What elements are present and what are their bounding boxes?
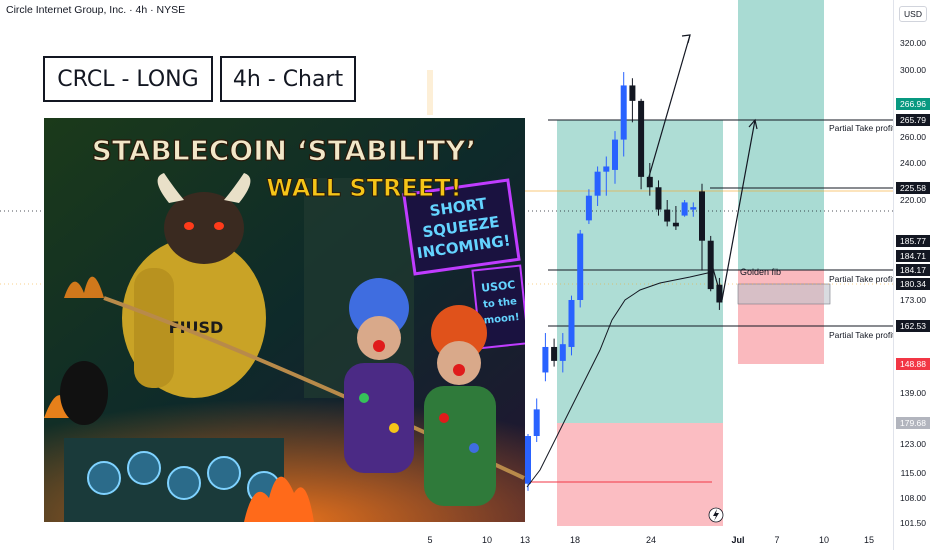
candle-body (707, 240, 714, 290)
price-tick: 320.00 (900, 38, 926, 48)
candle-body (664, 209, 671, 222)
price-badge: 266.96 (896, 98, 930, 110)
candle-body (716, 284, 723, 303)
price-tick: 300.00 (900, 65, 926, 75)
partial-tp-label-3: Partial Take profit (829, 330, 893, 340)
time-axis[interactable]: 5 10 13 18 24 Jul 7 10 15 (0, 530, 893, 550)
price-badge: 185.77 (896, 235, 930, 247)
time-tick: 10 (481, 535, 493, 545)
bull-character: FIUSD (122, 173, 266, 398)
moon-sign-line-3: moon! (483, 312, 520, 327)
price-tick: 173.00 (900, 295, 926, 305)
candle-body (568, 300, 575, 347)
price-badge: 184.17 (896, 264, 930, 276)
coin-stack (64, 438, 284, 522)
price-badge: 180.34 (896, 278, 930, 290)
candle-body (655, 187, 662, 210)
loss-zone-1 (557, 423, 723, 526)
price-badge: 162.53 (896, 320, 930, 332)
price-tick: 220.00 (900, 195, 926, 205)
arrowhead-1 (681, 34, 691, 44)
clown-2 (424, 305, 496, 506)
candle-body (629, 85, 636, 101)
price-tick: 260.00 (900, 132, 926, 142)
arrowhead-2 (748, 118, 758, 130)
lightning-bolt (713, 509, 719, 521)
time-tick: 10 (818, 535, 830, 545)
time-tick: 13 (519, 535, 531, 545)
clown-1 (344, 278, 414, 473)
bear-silhouette (60, 361, 108, 425)
bull-shirt-text: FIUSD (169, 318, 224, 337)
candle-body (681, 202, 688, 216)
price-badge: 184.71 (896, 250, 930, 262)
artwork-illustration: SHORT SQUEEZE INCOMING! USOC to the moon… (44, 118, 525, 522)
squeeze-sign: SHORT SQUEEZE INCOMING! (402, 178, 521, 276)
price-tick: 108.00 (900, 493, 926, 503)
price-badge: 265.79 (896, 114, 930, 126)
price-tick: 115.00 (900, 468, 926, 478)
price-tick: 240.00 (900, 158, 926, 168)
projection-arrow-2 (711, 119, 756, 301)
time-tick: 24 (645, 535, 657, 545)
candle-body (620, 85, 627, 140)
artwork-title-line-1: STABLECOIN ‘STABILITY’ (92, 134, 476, 167)
timeframe-label: 4h - Chart (220, 56, 356, 102)
price-axis[interactable]: USD 320.00 300.00 260.00 240.00 220.00 173.00… (893, 0, 932, 550)
faded-range (427, 70, 433, 115)
price-badge: 225.58 (896, 182, 930, 194)
time-tick: 5 (427, 535, 433, 545)
trade-direction-label: CRCL - LONG (43, 56, 213, 102)
moon-sign-line-1: USOC (481, 278, 516, 295)
candle-body (594, 171, 601, 196)
currency-badge[interactable]: USD (899, 6, 927, 22)
candle-body (533, 409, 540, 436)
price-badge: 148.88 (896, 358, 930, 370)
time-tick: 18 (569, 535, 581, 545)
candle-body (699, 191, 705, 241)
price-tick: 123.00 (900, 439, 926, 449)
candle-body (646, 176, 653, 188)
candle-body (672, 222, 679, 227)
time-tick: Jul (731, 535, 745, 545)
candle-body (559, 344, 566, 361)
candle-body (577, 233, 584, 300)
projection-arrow-1 (647, 34, 691, 181)
time-tick: 7 (774, 535, 780, 545)
candle-body (638, 100, 645, 177)
golden-fib-box (737, 283, 831, 305)
price-tick: 139.00 (900, 388, 926, 398)
candle-body (603, 166, 610, 172)
partial-tp-label-2: Partial Take profit (829, 274, 893, 284)
time-tick: 15 (863, 535, 875, 545)
moon-sign-line-2: to the (483, 296, 518, 310)
artwork-title-line-2: WALL STREET! (266, 174, 461, 202)
symbol-title: Circle Internet Group, Inc. · 4h · NYSE (6, 4, 186, 16)
candle-body (525, 436, 531, 484)
partial-tp-label-1: Partial Take profit (829, 123, 893, 133)
price-badge: 179.68 (896, 417, 930, 429)
chart-plot[interactable]: Partial Take profit Partial Take profit Pa… (0, 0, 893, 530)
golden-fib-label: Golden fib (740, 267, 781, 277)
candle-body (612, 139, 618, 170)
candle-body (585, 195, 592, 221)
stablecoin-artwork: SHORT SQUEEZE INCOMING! USOC to the moon… (44, 118, 525, 522)
profit-zone-2 (738, 0, 824, 270)
candle-body (542, 346, 549, 373)
moving-average-line (526, 271, 713, 488)
candle-body (690, 207, 697, 210)
candle-body (551, 346, 558, 361)
price-tick: 101.50 (900, 518, 926, 528)
